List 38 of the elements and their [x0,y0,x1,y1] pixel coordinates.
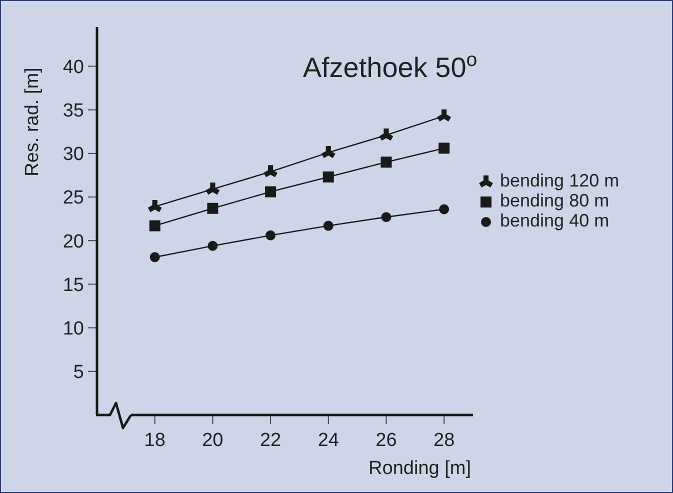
x-tick-label: 22 [260,430,282,451]
point [439,204,450,214]
legend-label: bending 120 m [500,170,620,190]
point [379,128,394,141]
x-tick-label: 28 [434,430,455,451]
y-tick-label: 10 [62,318,84,340]
x-tick-label: 18 [144,430,166,451]
y-tick-label: 40 [62,56,84,78]
y-tick-label: 25 [62,188,84,209]
point [438,142,450,154]
y-axis-title: Res. rad. [m] [22,68,43,176]
point [264,165,278,178]
legend-label: bending 40 m [500,210,610,230]
point [207,202,218,214]
point [148,200,162,212]
point [149,220,160,232]
y-tick-label: 20 [62,231,84,252]
legend-label: bending 80 m [500,190,610,210]
text: Afzethoek 50$^{o}$ [302,49,478,83]
y-tick-label: 5 [73,362,84,384]
x-tick-label: 26 [376,430,397,451]
y-tick-label: 15 [62,274,84,296]
point [208,240,218,251]
point [380,156,392,168]
point [150,252,160,262]
point [322,171,334,182]
point [323,220,334,231]
x-tick-label: 24 [318,430,340,451]
point [321,146,336,158]
point [266,230,276,240]
y-tick-label: 35 [62,100,84,122]
point [265,186,276,198]
x-axis-title: Ronding [m] [368,458,471,479]
point [381,212,392,222]
point [437,109,452,122]
x-tick-label: 20 [202,430,224,451]
y-tick-label: 30 [62,144,84,166]
point [206,182,220,195]
